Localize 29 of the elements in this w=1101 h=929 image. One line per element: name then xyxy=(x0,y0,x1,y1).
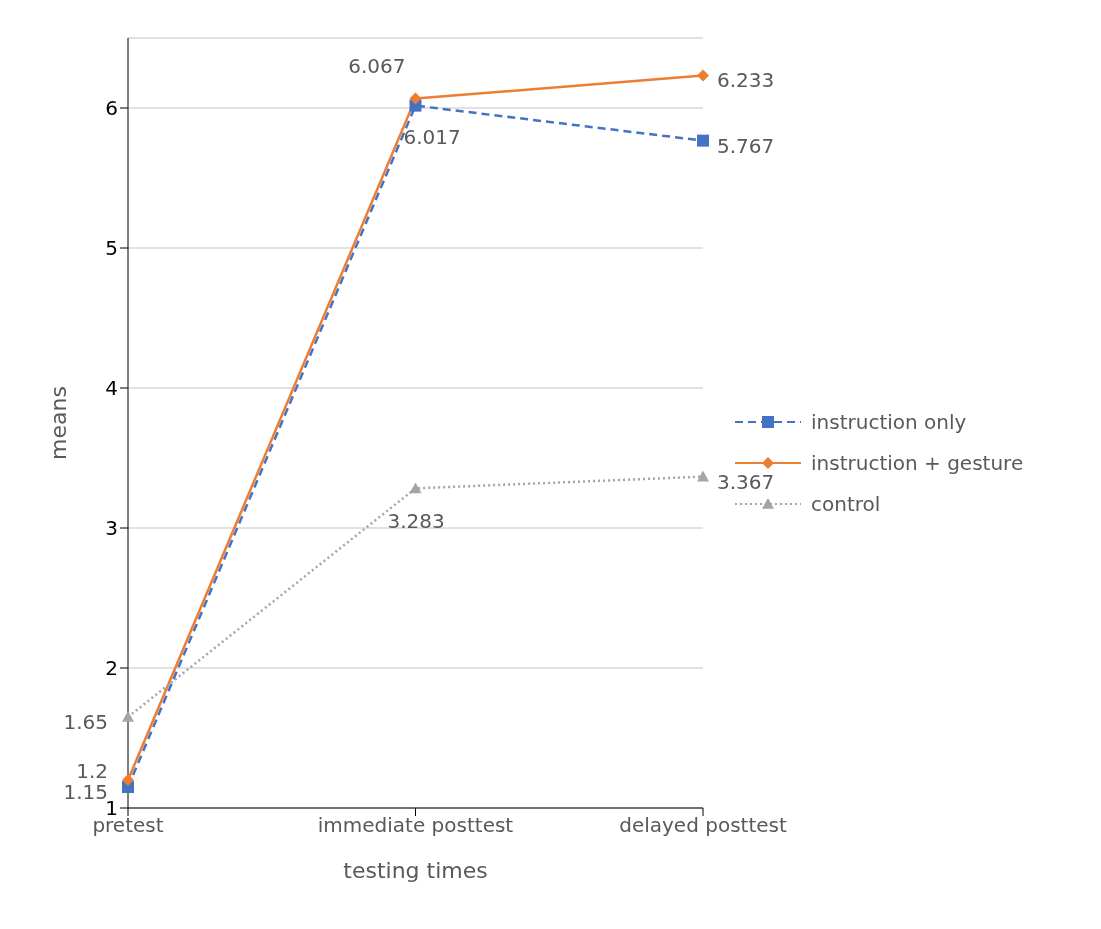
y-tick-label: 5 xyxy=(105,236,118,261)
x-axis-title: testing times xyxy=(343,858,488,883)
legend-label: instruction only xyxy=(811,410,967,434)
point xyxy=(697,470,709,482)
data-label: 5.767 xyxy=(717,133,775,158)
x-tick-label: immediate posttest xyxy=(317,813,514,838)
data-label: 3.367 xyxy=(717,469,775,494)
y-tick-label: 4 xyxy=(105,376,118,401)
data-label: 6.017 xyxy=(403,124,461,149)
y-tick-label: 6 xyxy=(105,96,118,121)
data-label: 6.233 xyxy=(717,68,775,93)
point xyxy=(122,711,134,722)
data-label: 1.65 xyxy=(63,710,108,734)
point xyxy=(122,774,134,786)
legend-label: control xyxy=(811,492,881,516)
point xyxy=(697,134,709,147)
y-axis-title: means xyxy=(45,386,71,460)
data-label: 6.067 xyxy=(348,53,406,78)
legend-label: instruction + gesture xyxy=(811,451,1024,475)
data-label: 1.2 xyxy=(76,759,108,783)
point xyxy=(697,69,709,82)
point xyxy=(409,92,422,105)
data-label: 1.15 xyxy=(63,780,108,804)
y-tick-label: 3 xyxy=(105,516,118,541)
y-tick-label: 1 xyxy=(105,796,118,821)
y-tick-label: 2 xyxy=(105,656,118,681)
data-label: 3.283 xyxy=(387,509,445,534)
x-tick-label: delayed posttest xyxy=(619,813,787,838)
point xyxy=(409,482,422,494)
